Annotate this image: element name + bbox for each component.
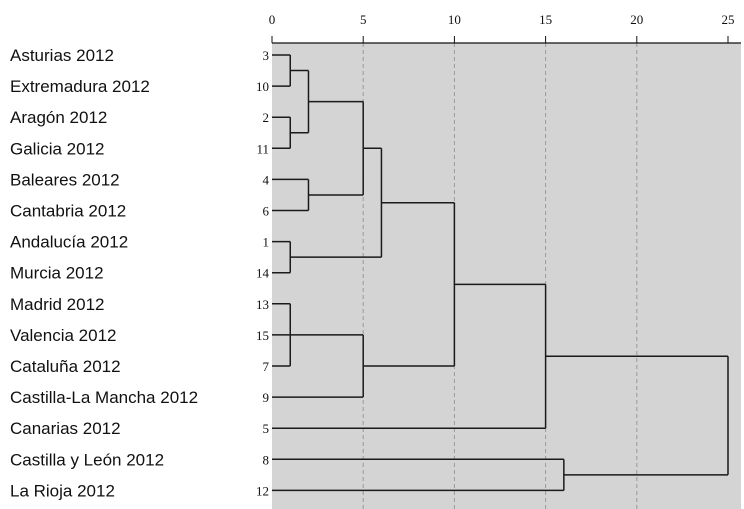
leaf-label: Canarias 2012 — [10, 419, 121, 438]
case-number: 10 — [256, 79, 269, 94]
case-number: 12 — [256, 483, 269, 498]
dendrogram-links — [272, 54, 729, 492]
leaf-labels: Asturias 2012 Extremadura 2012 Aragón 2012… — [10, 46, 198, 500]
tick-label-10: 10 — [448, 12, 461, 27]
leaf-label: Castilla y León 2012 — [10, 450, 164, 469]
x-axis: 0 5 10 15 20 25 — [269, 12, 741, 44]
leaf-label: Asturias 2012 — [10, 46, 114, 65]
case-number: 3 — [263, 48, 270, 63]
case-number: 8 — [263, 452, 270, 467]
case-number: 11 — [256, 141, 269, 156]
case-number: 1 — [263, 235, 270, 250]
leaf-label: Castilla-La Mancha 2012 — [10, 388, 198, 407]
plot-background — [272, 43, 741, 509]
tick-label-25: 25 — [722, 12, 735, 27]
case-number: 14 — [256, 266, 270, 281]
leaf-label: La Rioja 2012 — [10, 481, 115, 500]
plot-area — [272, 43, 741, 509]
leaf-label: Valencia 2012 — [10, 326, 117, 345]
case-number: 6 — [263, 204, 270, 219]
case-number: 2 — [263, 110, 270, 125]
case-number: 13 — [256, 297, 269, 312]
leaf-label: Extremadura 2012 — [10, 77, 150, 96]
tick-label-5: 5 — [360, 12, 367, 27]
case-number: 9 — [263, 390, 270, 405]
leaf-label: Madrid 2012 — [10, 295, 105, 314]
grid-lines — [362, 43, 638, 509]
tick-label-20: 20 — [630, 12, 643, 27]
leaf-label: Baleares 2012 — [10, 170, 120, 189]
case-number: 5 — [263, 421, 270, 436]
tick-label-0: 0 — [269, 12, 276, 27]
case-number: 15 — [256, 328, 269, 343]
tick-label-15: 15 — [539, 12, 552, 27]
leaf-label: Andalucía 2012 — [10, 233, 128, 252]
leaf-label: Cantabria 2012 — [10, 202, 126, 221]
leaf-label: Murcia 2012 — [10, 264, 104, 283]
case-number: 4 — [263, 172, 270, 187]
leaf-label: Aragón 2012 — [10, 108, 107, 127]
leaf-label: Cataluña 2012 — [10, 357, 121, 376]
case-number: 7 — [263, 359, 270, 374]
leaf-label: Galicia 2012 — [10, 139, 105, 158]
